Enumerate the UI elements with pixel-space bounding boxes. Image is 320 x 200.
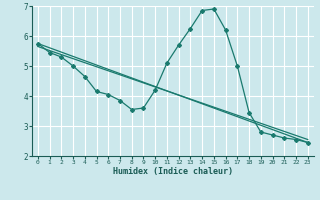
X-axis label: Humidex (Indice chaleur): Humidex (Indice chaleur) [113,167,233,176]
